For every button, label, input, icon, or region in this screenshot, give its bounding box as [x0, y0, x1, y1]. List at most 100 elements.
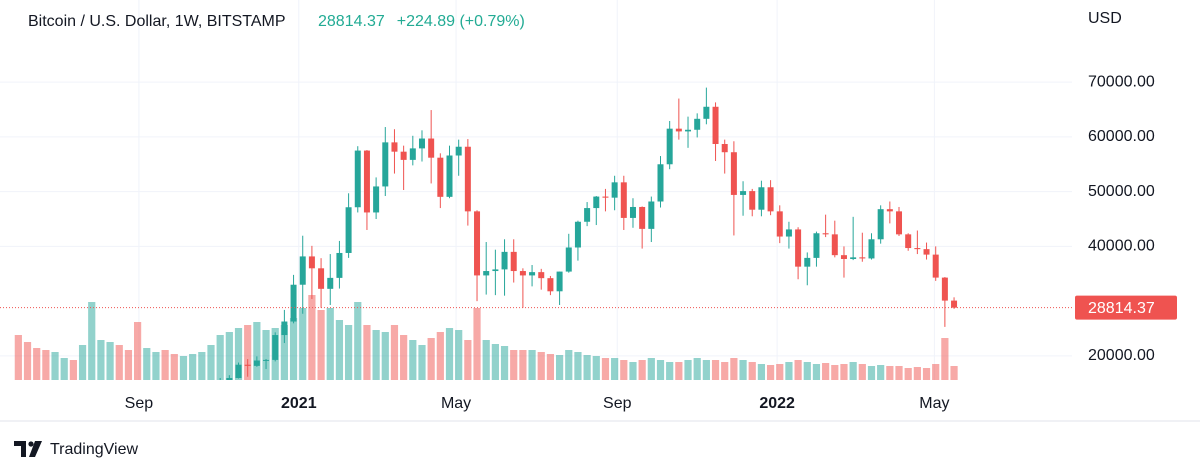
volume-bar: [776, 364, 784, 380]
candle-body: [730, 152, 737, 195]
candle-body: [263, 359, 270, 361]
candle-body: [703, 106, 710, 119]
volume-bar: [455, 330, 463, 380]
volume-bar: [280, 325, 288, 380]
volume-bar: [134, 322, 142, 380]
plot-area: [0, 87, 1072, 416]
x-tick-label: 2021: [281, 395, 317, 412]
price-tag-label: 28814.37: [1088, 300, 1155, 317]
volume-bar: [179, 356, 188, 380]
candle-body: [281, 321, 288, 336]
candle-body: [253, 360, 260, 366]
logo: [14, 441, 42, 457]
candle-body: [153, 406, 159, 408]
candle-body: [831, 234, 838, 256]
volume-bar: [482, 340, 490, 380]
axes: 20000.00 40000.00 50000.00 60000.00 70000.00…: [125, 73, 1177, 412]
x-tick-label: 2022: [759, 395, 795, 412]
volume-bar: [189, 354, 197, 380]
candle-body: [43, 415, 49, 416]
candle-body: [345, 207, 352, 253]
volume-bar: [656, 360, 665, 380]
candle-body: [721, 144, 728, 153]
candle-body: [409, 148, 416, 160]
volume-bar: [702, 360, 710, 380]
volume-bar: [730, 358, 738, 380]
volume-bar: [565, 350, 573, 380]
candle-body: [740, 191, 747, 195]
candle-body: [446, 155, 453, 197]
candle-body: [391, 142, 398, 152]
volume-bar: [14, 335, 22, 380]
volume-bar: [42, 350, 50, 380]
candle-body: [89, 404, 95, 411]
candle-body: [116, 400, 122, 401]
candle-body: [510, 251, 517, 272]
x-tick-label: May: [919, 395, 949, 412]
volume-bar: [354, 302, 362, 380]
volume-bar: [913, 367, 921, 380]
candle-body: [868, 239, 875, 259]
candle-body: [593, 196, 600, 209]
candle-body: [648, 201, 655, 229]
volume-bar: [244, 325, 252, 380]
volume-bar: [822, 363, 830, 380]
volume-bar: [510, 350, 518, 380]
volume-bar: [721, 362, 729, 380]
volume-bar: [225, 332, 233, 380]
candle-body: [483, 271, 490, 276]
volume-bar: [592, 356, 600, 380]
volume-bar: [400, 335, 408, 380]
volume-bar: [124, 350, 133, 380]
candle-body: [235, 364, 242, 379]
y-tick-label: 40000.00: [1088, 238, 1155, 255]
candle-body: [199, 394, 205, 402]
candle-body: [34, 414, 40, 415]
candle-body: [52, 415, 58, 416]
candle-body: [299, 256, 306, 285]
volume-bar: [528, 350, 536, 380]
x-tick-label: May: [441, 395, 471, 412]
candle-body: [217, 381, 223, 390]
candle-body: [923, 249, 930, 255]
candle-body: [886, 209, 893, 212]
volume-bar: [234, 328, 243, 380]
volume-bar: [611, 358, 619, 380]
candle-body: [272, 335, 279, 360]
candle-body: [694, 118, 701, 130]
candle-body: [914, 248, 921, 250]
volume-bar: [895, 366, 903, 380]
volume-bar: [858, 364, 866, 380]
volume-bar: [785, 362, 793, 380]
candle-body: [474, 211, 481, 276]
candle-body: [308, 256, 315, 269]
volume-bar: [335, 320, 344, 380]
volume-bar: [23, 342, 32, 380]
candle-body: [859, 257, 866, 259]
candle-body: [363, 150, 370, 213]
volume-bar: [794, 360, 802, 380]
volume-bar: [326, 308, 334, 380]
volume-bar: [519, 350, 527, 380]
candle-body: [785, 229, 792, 237]
volume-bar: [711, 360, 720, 380]
volume-bar: [88, 302, 96, 380]
candle-body: [584, 208, 591, 222]
volume-bar: [500, 346, 509, 380]
volume-bar: [51, 352, 59, 380]
volume-bar: [877, 365, 885, 380]
candle-body: [629, 206, 636, 218]
candle-body: [556, 271, 563, 292]
y-tick-label: 60000.00: [1088, 128, 1155, 145]
volume-bar: [69, 360, 77, 380]
candle-body: [437, 157, 444, 197]
volume-bar: [253, 322, 261, 380]
candle-body: [758, 187, 765, 210]
volume-bar: [115, 345, 123, 380]
volume-bar: [445, 328, 454, 380]
volume-bar: [427, 338, 435, 380]
volume-bar: [684, 360, 692, 380]
volume-bar: [106, 342, 114, 380]
price-change: +224.89 (+0.79%): [397, 13, 525, 30]
volume-bar: [317, 310, 325, 380]
